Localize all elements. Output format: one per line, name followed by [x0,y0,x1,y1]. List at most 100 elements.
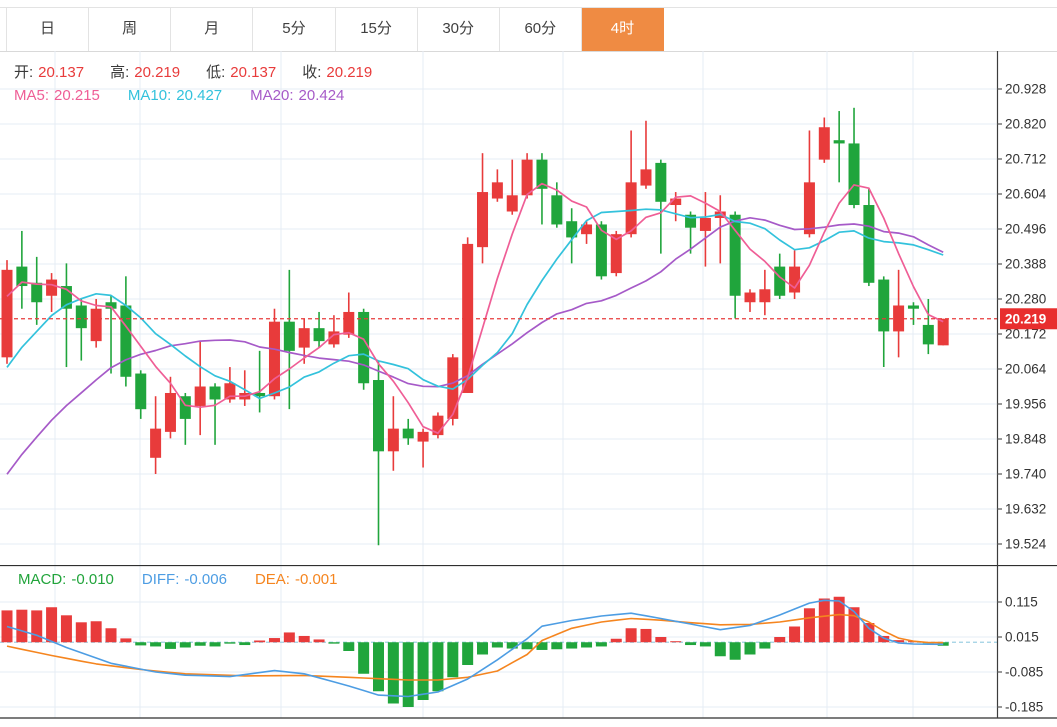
price-tick-label: 20.820 [1005,117,1046,132]
candle [848,107,860,209]
ohlc-open: 开: 20.137 [14,61,84,82]
macd-histogram-bar [75,622,87,643]
macd-histogram-bar [655,637,667,643]
macd-histogram-bar [120,638,132,643]
macd-histogram-bar [432,642,444,692]
macd-histogram-bar [744,642,756,655]
tab-4hour[interactable]: 4时 [581,8,664,51]
macd-histogram-bar [848,607,860,643]
price-tick-label: 20.604 [1005,187,1047,202]
candle [462,237,474,393]
candle [640,120,652,189]
macd-histogram-bar [402,642,414,707]
tab-week[interactable]: 周 [89,8,172,51]
ohlc-low-value: 20.137 [230,64,277,81]
ohlc-open-value: 20.137 [38,64,85,81]
candle [581,221,593,244]
macd-histogram-bar [373,642,384,692]
tab-5min[interactable]: 5分 [253,8,336,51]
macd-histogram-bar [298,635,310,643]
macd-histogram-bar [551,642,563,650]
macd-histogram-bar [462,642,474,665]
macd-histogram-bar [268,638,280,643]
candle [46,273,58,312]
ma5-legend-value: 20.215 [54,87,100,104]
price-tick-label: 20.928 [1005,82,1046,97]
macd-histogram-bar [447,642,459,678]
macd-histogram-bar [209,642,221,647]
macd-histogram-bar [239,642,251,646]
price-tick-label: 20.712 [1005,152,1046,167]
price-tick-label: 19.956 [1005,397,1046,412]
tab-60min[interactable]: 60分 [500,8,582,51]
macd-histogram-bar [164,642,176,649]
price-tick-label: 20.064 [1005,362,1047,377]
candle [729,211,741,319]
candle [878,276,890,368]
tab-15min[interactable]: 15分 [336,8,418,51]
price-tick-label: 20.172 [1005,327,1046,342]
price-chart-canvas[interactable]: 20.928 20.820 20.712 20.604 20.496 20.388 20.2… [0,51,1057,565]
price-tick-label: 19.524 [1005,537,1047,552]
ohlc-high: 高: 20.219 [110,61,180,82]
diff-value-legend-label: DIFF: [141,571,180,588]
candle [150,396,162,474]
macd-histogram-bar [640,628,652,643]
macd-histogram-bar [595,642,607,647]
candle [105,295,117,374]
macd-histogram-bar [670,641,682,643]
macd-chart-canvas[interactable]: 0.115 0.015 -0.085 -0.185 [0,565,1057,727]
macd-histogram-bar [714,642,726,657]
ohlc-low: 低: 20.137 [206,61,276,82]
macd-histogram-bar [135,642,147,646]
diff-value-legend: DIFF: -0.006 [142,571,227,588]
candle [833,111,845,183]
candle [343,292,355,338]
macd-histogram-bar [818,598,830,643]
macd-histogram-bar [16,609,28,643]
candle [224,367,236,403]
tab-day[interactable]: 日 [7,8,90,51]
macd-histogram-bar [833,596,845,643]
macd-histogram-bar [699,642,711,647]
macd-tick-label: -0.185 [1005,700,1043,715]
ma10-legend: MA10: 20.427 [128,87,222,104]
candle [120,276,132,387]
tab-30min[interactable]: 30分 [418,8,500,51]
macd-tick-label: 0.015 [1005,630,1039,645]
macd-value-legend: MACD: -0.010 [18,571,114,588]
diff-value-legend-value: -0.006 [184,571,227,588]
ohlc-high-label: 高: [110,64,130,81]
macd-histogram-bar [105,628,117,643]
macd-histogram-bar [283,632,295,643]
macd-histogram-bar [477,642,489,655]
macd-histogram-bar [803,608,815,643]
ohlc-close-label: 收: [302,64,322,81]
macd-histogram-bar [343,642,355,651]
dea-value-legend: DEA: -0.001 [255,571,338,588]
ohlc-low-label: 低: [206,64,226,81]
candle [194,341,206,436]
macd-histogram-bar [774,637,786,643]
candle [164,376,176,439]
tab-month[interactable]: 月 [171,8,254,51]
candle [922,299,934,355]
candle [536,153,548,225]
price-tick-label: 20.280 [1005,292,1046,307]
candle [387,396,399,471]
macd-histogram-bar [387,642,399,704]
macd-histogram-bar [46,607,58,643]
candle [254,350,266,413]
candle [313,311,325,348]
price-tick-label: 20.496 [1005,222,1046,237]
macd-histogram-bar [224,642,236,644]
price-tick-label: 19.740 [1005,467,1046,482]
ma5-line [6,182,944,435]
ohlc-high-value: 20.219 [134,64,181,81]
ma20-legend-value: 20.424 [298,87,345,104]
candle [1,260,13,364]
ohlc-legend: 开: 20.137 高: 20.219 低: 20.137 收: 20.219 [14,61,398,82]
candle [699,192,711,267]
macd-histogram-bar [506,642,518,649]
